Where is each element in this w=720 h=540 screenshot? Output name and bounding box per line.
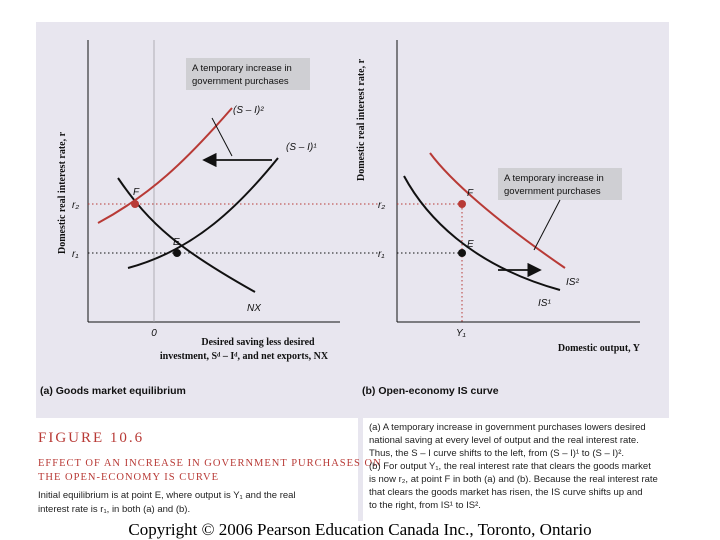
panel-b-point-f [458, 200, 466, 208]
explanation-line-1: (a) A temporary increase in government p… [369, 422, 646, 433]
panel-a-note-pointer [211, 117, 233, 157]
panel-a-r1-label: r₁ [72, 249, 78, 260]
panel-a-x-axis-title-line-1: Desired saving less desired [201, 337, 315, 348]
panel-b-y-axis-title: Domestic real interest rate, r [356, 58, 367, 181]
explanation-line-4: (b) For output Y₁, the real interest rat… [369, 461, 651, 472]
figure-description-line-1: Initial equilibrium is at point E, where… [38, 490, 296, 501]
explanation-line-7: to the right, from IS¹ to IS². [369, 500, 481, 511]
explanation-line-2: national saving at every level of output… [369, 435, 639, 446]
explanation-line-5: is now r₂, at point F in both (a) and (b… [369, 474, 658, 485]
panel-b-is2-label: IS² [566, 277, 579, 288]
panel-a-r2-label: r₂ [72, 200, 79, 211]
panel-b-is2-curve [429, 152, 566, 269]
explanation-background [363, 418, 669, 521]
panel-b-y1-label: Y₁ [456, 328, 466, 339]
panel-a-s-minus-i-1-label: (S – I)¹ [286, 142, 317, 153]
panel-a-point-f [131, 200, 139, 208]
panel-a-zero-label: 0 [151, 328, 157, 339]
panel-b-r2-label: r₂ [378, 200, 385, 211]
panel-a-caption: (a) Goods market equilibrium [40, 385, 186, 397]
panel-b-note-pointer [533, 199, 561, 251]
figure-subtitle-line-1: Effect of an increase in government purc… [38, 458, 382, 469]
panel-b-r1-label: r₁ [378, 249, 384, 260]
panel-b-caption: (b) Open-economy IS curve [362, 385, 499, 397]
explanation-line-6: that clears the goods market has risen, … [369, 487, 643, 498]
panel-b-note-box [498, 168, 622, 200]
panel-a-note-box [186, 58, 310, 90]
figure-subtitle-line-2: the open-economy IS curve [38, 472, 219, 483]
panel-a-s-minus-i-1-curve [127, 157, 279, 269]
panel-b-is1-label: IS¹ [538, 298, 551, 309]
panel-a-point-e [173, 249, 181, 257]
panel-b-note-line-2: government purchases [504, 186, 601, 197]
panel-a-s-minus-i-2-label: (S – I)² [233, 105, 264, 116]
panel-a-nx-curve [117, 177, 256, 293]
figure-text-background [36, 418, 358, 521]
panel-b-note-line-1: A temporary increase in [504, 173, 604, 184]
panel-b-point-e [458, 249, 466, 257]
panel-a-point-f-label: F [133, 187, 140, 198]
panel-b-x-axis-title: Domestic output, Y [558, 343, 641, 354]
copyright-notice: Copyright © 2006 Pearson Education Canad… [128, 520, 591, 539]
panel-a-point-e-label: E [173, 237, 180, 248]
panel-b-point-e-label: E [467, 239, 474, 250]
panel-a-nx-label: NX [247, 303, 261, 314]
panel-b-open-economy-is-curve: Domestic real interest rate, r r₂ r₁ Y₁ … [356, 40, 641, 354]
figure-description-line-2: interest rate is r₁, in both (a) and (b)… [38, 504, 190, 515]
explanation-line-3: Thus, the S – I curve shifts to the left… [369, 448, 624, 459]
panel-b-point-f-label: F [467, 188, 474, 199]
panel-a-s-minus-i-2-curve [97, 107, 233, 224]
figure-number: Figure 10.6 [38, 430, 144, 446]
panel-a-note-line-2: government purchases [192, 76, 289, 87]
panel-a-note-line-1: A temporary increase in [192, 63, 292, 74]
panel-b-is1-curve [403, 175, 561, 291]
panel-a-y-axis-title: Domestic real interest rate, r [57, 131, 68, 254]
panel-a-goods-market-equilibrium: Domestic real interest rate, r 0 r₂ r₁ F… [57, 40, 380, 362]
panel-a-x-axis-title-line-2: investment, Sᵈ – Iᵈ, and net exports, NX [160, 351, 329, 362]
